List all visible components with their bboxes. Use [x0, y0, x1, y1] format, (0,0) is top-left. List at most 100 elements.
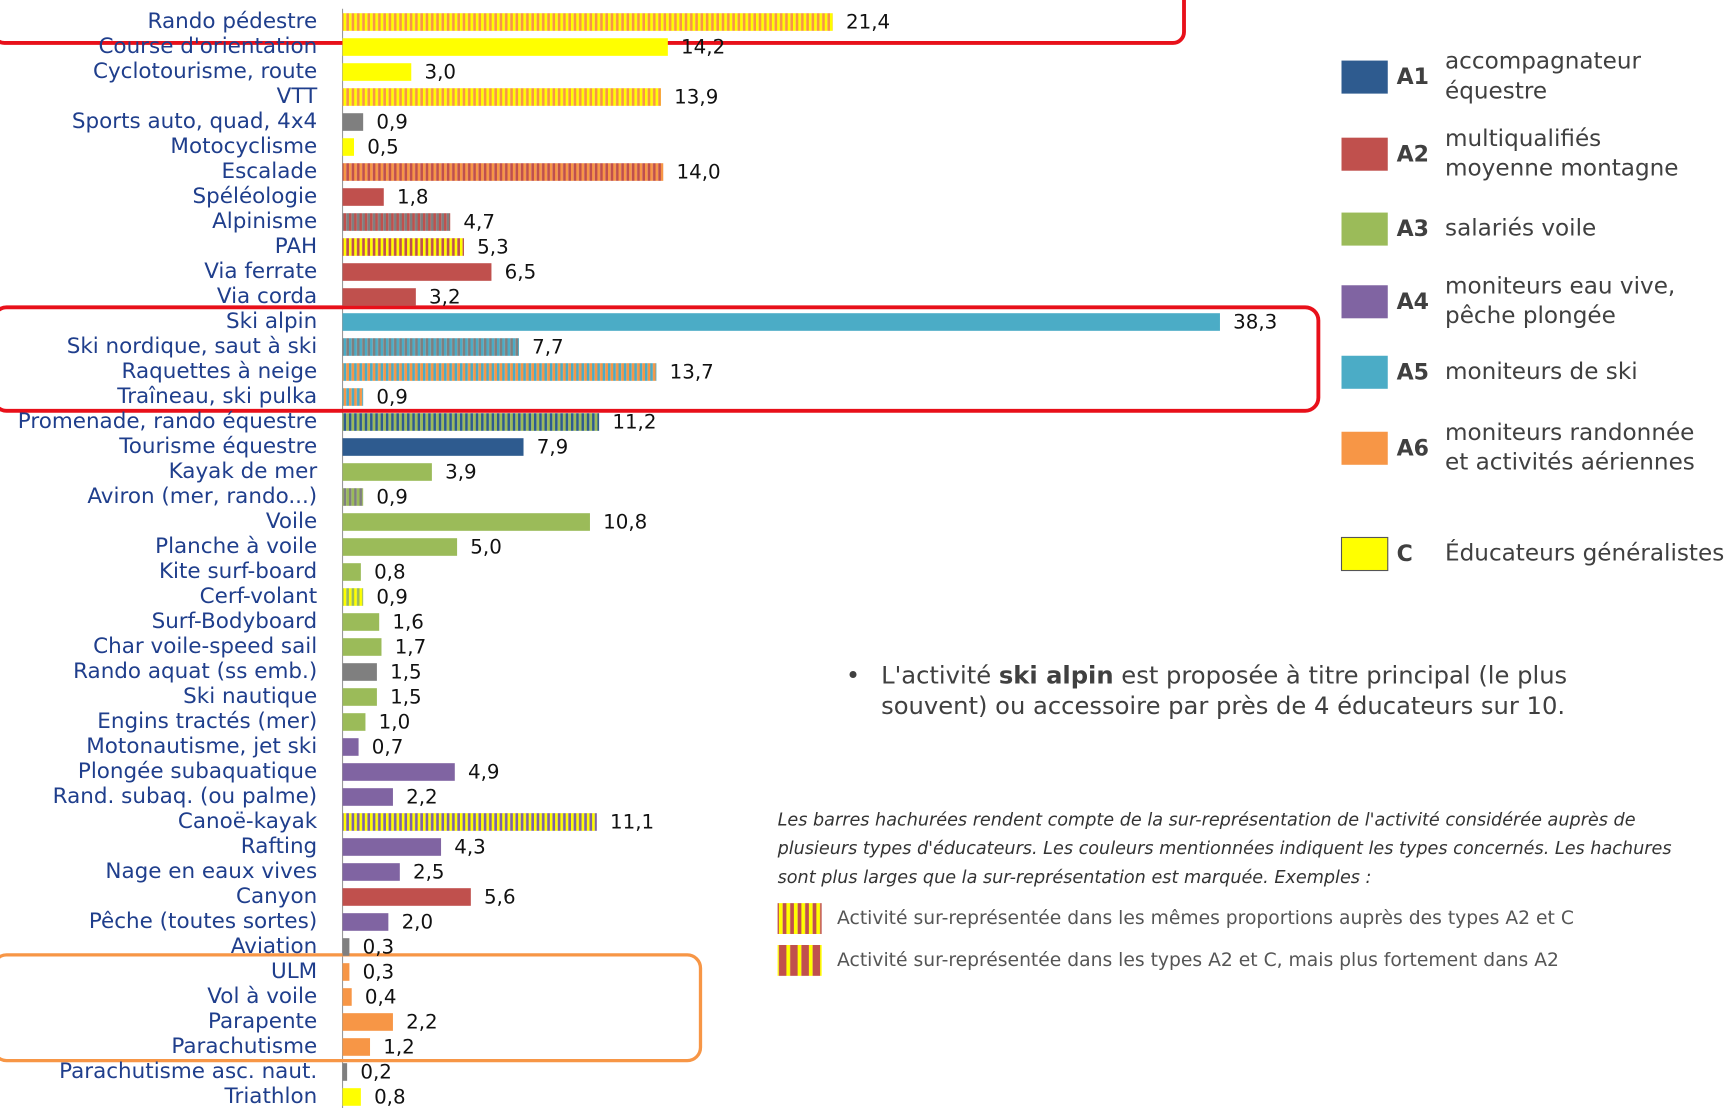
category-label: Alpinisme [212, 209, 317, 234]
legend-swatch [1341, 355, 1388, 389]
category-label: Cerf-volant [200, 584, 318, 609]
legend-label: et activités aériennes [1445, 450, 1695, 476]
legend-label: pêche plongée [1445, 303, 1616, 329]
bar [342, 1088, 361, 1106]
value-label: 5,3 [477, 236, 509, 259]
legend-code: A5 [1397, 360, 1429, 385]
value-label: 4,9 [468, 761, 500, 784]
bar [342, 488, 364, 506]
category-label: Parachutisme asc. naut. [59, 1059, 317, 1084]
category-label: Rando aquat (ss emb.) [73, 659, 317, 684]
bar [342, 838, 442, 856]
highlight-box [0, 305, 1321, 413]
category-label: VTT [277, 84, 318, 109]
category-label: Voile [266, 509, 317, 534]
bar [342, 113, 364, 131]
category-label: Via corda [217, 284, 317, 309]
category-label: Parachutisme [171, 1034, 317, 1059]
value-label: 1,5 [390, 661, 422, 684]
note-text: Les barres hachurées rendent compte de l… [778, 811, 1636, 831]
example-text: Activité sur-représentée dans les types … [837, 950, 1559, 971]
value-label: 7,9 [537, 436, 569, 459]
value-label: 7,7 [532, 336, 564, 359]
category-label: Planche à voile [155, 534, 317, 559]
category-label: Plongée subaquatique [78, 759, 317, 784]
category-label: Sports auto, quad, 4x4 [72, 109, 317, 134]
legend-code: A4 [1397, 290, 1429, 315]
bar [342, 413, 600, 431]
value-label: 13,7 [670, 361, 714, 384]
category-label: Raquettes à neige [122, 359, 318, 384]
example-text: Activité sur-représentée dans les mêmes … [837, 908, 1574, 929]
bar [342, 763, 455, 781]
bar [342, 38, 668, 56]
bar [342, 663, 377, 681]
legend-label: moniteurs randonnée [1445, 420, 1694, 446]
category-label: Cyclotourisme, route [93, 59, 317, 84]
bar [342, 163, 664, 181]
value-label: 2,5 [413, 861, 445, 884]
legend-code: A3 [1397, 217, 1429, 242]
value-label: 0,2 [360, 1061, 392, 1084]
example-swatch [777, 944, 822, 976]
bar [342, 988, 352, 1006]
category-label: Via ferrate [204, 259, 317, 284]
value-label: 2,0 [402, 911, 434, 934]
legend-swatch [1341, 60, 1388, 94]
value-label: 0,9 [376, 586, 408, 609]
category-label: Canoë-kayak [178, 809, 318, 834]
bar [342, 688, 377, 706]
bar [342, 213, 451, 231]
bar [342, 13, 833, 31]
bar [342, 888, 471, 906]
legend-swatch [1341, 137, 1388, 171]
category-label: Ski alpin [226, 309, 317, 334]
category-label: Tourisme équestre [118, 434, 317, 459]
bar [342, 288, 416, 306]
legend-label: moniteurs eau vive, [1445, 273, 1675, 299]
value-label: 0,3 [363, 936, 395, 959]
value-label: 1,2 [383, 1036, 415, 1059]
bar [342, 713, 366, 731]
value-label: 0,9 [376, 386, 408, 409]
value-label: 4,3 [454, 836, 486, 859]
value-label: 3,2 [429, 286, 461, 309]
bar [342, 1013, 393, 1031]
bar [342, 638, 382, 656]
category-label: Ski nautique [183, 684, 317, 709]
legend-label: moyenne montagne [1445, 156, 1678, 182]
bar [342, 263, 492, 281]
bar [342, 63, 412, 81]
category-label: Engins tractés (mer) [97, 709, 317, 734]
bar [342, 613, 380, 631]
bar [342, 463, 432, 481]
category-label: Traîneau, ski pulka [116, 384, 317, 409]
value-label: 14,2 [681, 36, 725, 59]
bar [342, 913, 389, 931]
category-label: PAH [275, 234, 317, 259]
category-label: Canyon [236, 884, 317, 909]
value-label: 10,8 [603, 511, 647, 534]
bar [342, 388, 364, 406]
bar [342, 338, 519, 356]
example-swatch [777, 903, 822, 934]
value-label: 0,7 [372, 736, 404, 759]
note-text: plusieurs types d'éducateurs. Les couleu… [777, 839, 1672, 859]
category-label: Kayak de mer [169, 459, 318, 484]
value-label: 1,8 [397, 186, 429, 209]
bar [342, 238, 464, 256]
bar [342, 1063, 348, 1081]
bar [342, 188, 384, 206]
legend-label: Éducateurs généralistes [1445, 539, 1724, 567]
bar [342, 588, 364, 606]
category-label: Rafting [241, 834, 317, 859]
value-label: 11,1 [610, 811, 654, 834]
category-label: Triathlon [224, 1084, 318, 1108]
note-text: sont plus larges que la sur-représentati… [778, 868, 1372, 888]
legend-code: A6 [1397, 436, 1429, 461]
category-label: Surf-Bodyboard [152, 609, 318, 634]
value-label: 5,6 [484, 886, 516, 909]
value-label: 38,3 [1233, 311, 1277, 334]
value-label: 1,6 [392, 611, 424, 634]
value-label: 21,4 [846, 11, 890, 34]
